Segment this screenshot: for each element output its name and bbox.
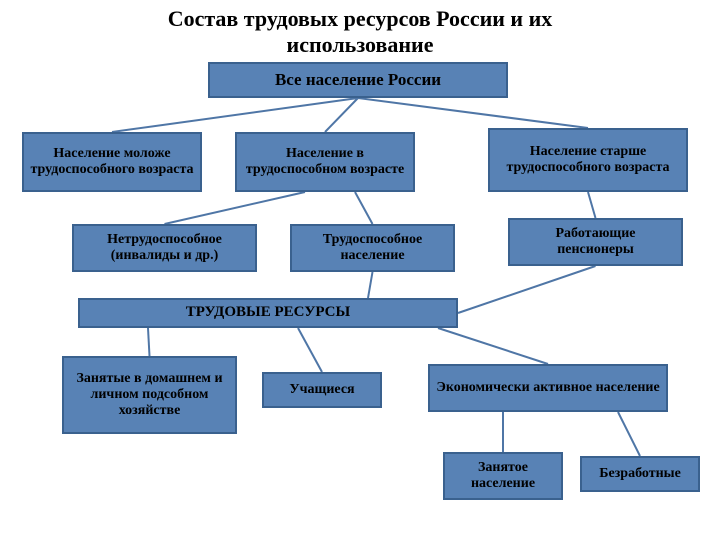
edge-able-to-labres (368, 272, 373, 298)
diagram-title-line1: Состав трудовых ресурсов России и их (0, 6, 720, 32)
node-disabled: Нетрудоспособное (инвалиды и др.) (72, 224, 257, 272)
edge-older-to-pension (588, 192, 596, 218)
node-able: Трудоспособное население (290, 224, 455, 272)
node-employed: Занятое население (443, 452, 563, 500)
node-root: Все население России (208, 62, 508, 98)
edge-econact-to-unempl (618, 412, 640, 456)
edge-labres-to-econact (438, 328, 548, 364)
edge-labres-to-students (298, 328, 322, 372)
node-working: Население в трудоспособном возрасте (235, 132, 415, 192)
node-pension: Работающие пенсионеры (508, 218, 683, 266)
node-labres: ТРУДОВЫЕ РЕСУРСЫ (78, 298, 458, 328)
diagram-title-line2: использование (0, 32, 720, 58)
node-home: Занятые в домашнем и личном подсобном хо… (62, 356, 237, 434)
node-econact: Экономически активное население (428, 364, 668, 412)
node-students: Учащиеся (262, 372, 382, 408)
edge-working-to-disabled (165, 192, 306, 224)
node-young: Население моложе трудоспособного возраст… (22, 132, 202, 192)
edge-labres-to-home (148, 328, 150, 356)
edge-root-to-working (325, 98, 358, 132)
edge-root-to-older (358, 98, 588, 128)
edge-root-to-young (112, 98, 358, 132)
node-older: Население старше трудоспособного возраст… (488, 128, 688, 192)
diagram-stage: Состав трудовых ресурсов России и их исп… (0, 0, 720, 540)
node-unempl: Безработные (580, 456, 700, 492)
edge-working-to-able (355, 192, 373, 224)
edge-pension-to-labres (458, 266, 596, 313)
